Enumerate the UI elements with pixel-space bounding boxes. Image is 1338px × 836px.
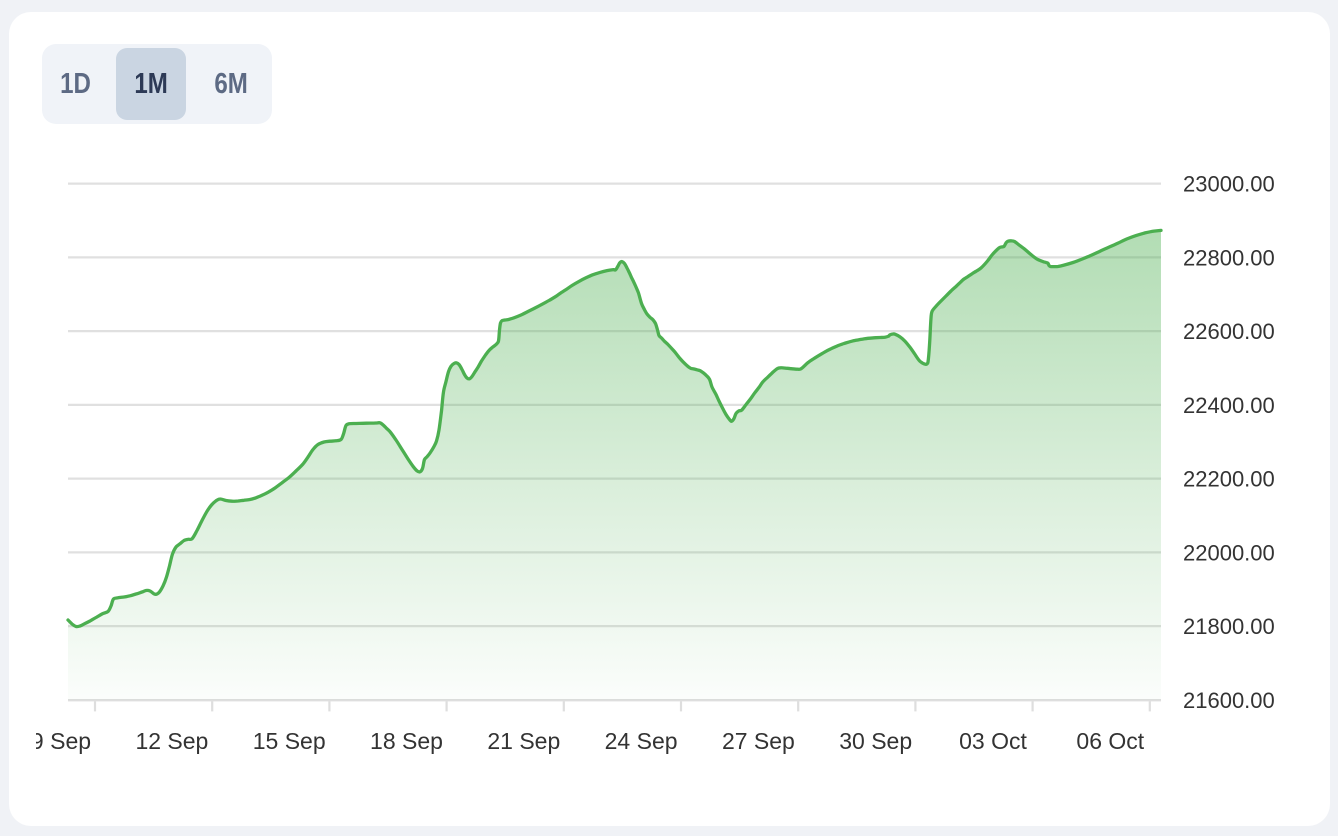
svg-text:30 Sep: 30 Sep <box>839 728 912 754</box>
svg-text:22400.00: 22400.00 <box>1183 393 1275 418</box>
svg-text:12 Sep: 12 Sep <box>135 728 208 754</box>
svg-text:15 Sep: 15 Sep <box>253 728 326 754</box>
svg-text:22600.00: 22600.00 <box>1183 319 1275 344</box>
svg-text:22800.00: 22800.00 <box>1183 245 1275 270</box>
svg-text:21800.00: 21800.00 <box>1183 614 1275 639</box>
svg-text:21600.00: 21600.00 <box>1183 688 1275 713</box>
svg-text:06 Oct: 06 Oct <box>1076 728 1144 754</box>
svg-text:21 Sep: 21 Sep <box>487 728 560 754</box>
svg-text:27 Sep: 27 Sep <box>722 728 795 754</box>
svg-text:22000.00: 22000.00 <box>1183 540 1275 565</box>
svg-text:23000.00: 23000.00 <box>1183 172 1275 197</box>
svg-text:18 Sep: 18 Sep <box>370 728 443 754</box>
svg-text:03 Oct: 03 Oct <box>959 728 1027 754</box>
svg-text:22200.00: 22200.00 <box>1183 467 1275 492</box>
svg-text:24 Sep: 24 Sep <box>605 728 678 754</box>
svg-text:09 Sep: 09 Sep <box>36 728 91 754</box>
